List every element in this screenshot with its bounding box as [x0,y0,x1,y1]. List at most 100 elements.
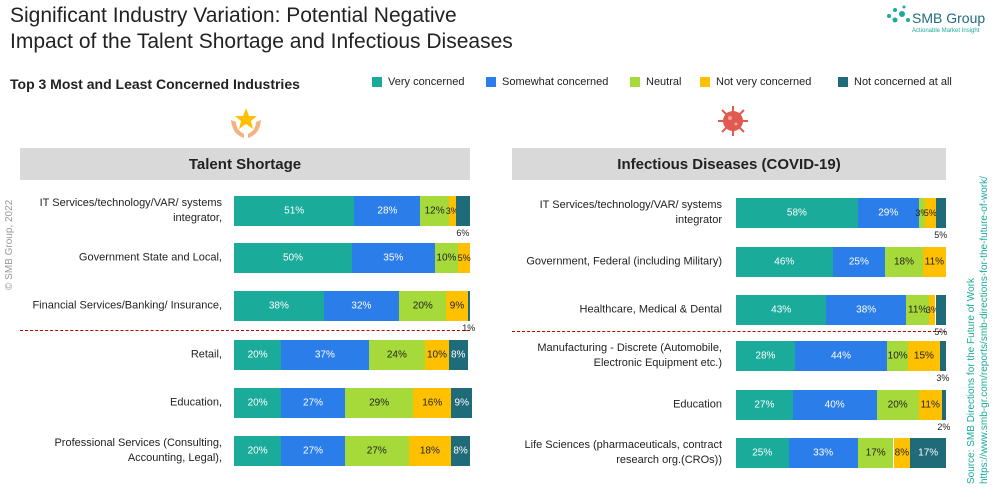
legend-label: Very concerned [388,76,465,88]
bar-segment [425,340,449,370]
bar-segment [399,291,447,321]
value-label: 10% [436,252,457,264]
value-label: 29% [878,207,899,219]
bar-segment [234,340,282,370]
value-label: 9% [449,300,465,312]
value-label: 28% [377,205,398,217]
bar-segment [451,436,470,466]
bar-segment [736,438,789,468]
category-label: Financial Services/Banking/ Insurance, [32,299,222,312]
bar-segment [922,247,946,277]
category-label: Education, [170,396,222,409]
bar-segment [910,438,946,468]
bar-segment [413,388,452,418]
value-label: 38% [268,300,289,312]
bar-segment [451,388,473,418]
bar-segment [939,341,946,371]
bar-segment [826,295,907,325]
value-label: 20% [247,349,268,361]
bar-segment [918,390,942,420]
bar-segment [935,295,946,325]
bar-segment [455,196,470,226]
category-label: IT Services/technology/VAR/ systems inte… [39,197,222,224]
bar-segment [906,295,930,325]
value-label: 29% [369,397,390,409]
value-label: 5% [934,230,948,240]
chart-title: Infectious Diseases (COVID-19) [512,148,946,180]
value-label: 18% [893,256,915,268]
value-label: 11% [908,304,928,316]
bar-segment [736,295,827,325]
divider [512,331,946,332]
bar-segment [448,340,468,370]
value-label: 43% [771,304,792,316]
value-label: 51% [284,205,305,217]
legend-swatch [630,77,640,87]
title-line: Significant Industry Variation: Potentia… [10,4,457,27]
value-label: 5% [457,253,471,263]
logo-mark [887,5,910,23]
category-label: Retail, [190,348,222,361]
bar-segment [323,291,400,321]
legend-item: Neutral [630,76,681,88]
logo-tagline: Actionable Market Insight [912,28,980,34]
category-label: Manufacturing - Discrete (Automobile, El… [537,342,722,369]
value-label: 17% [865,447,886,459]
legend-label: Not very concerned [716,76,812,88]
chart-title: Talent Shortage [20,148,470,180]
bar-segment [925,198,936,228]
bar-segment [887,341,909,371]
value-label: 1% [462,323,476,333]
bar-segment [876,390,919,420]
bar-segment [792,390,877,420]
talent-icon [231,108,261,138]
legend-item: Not very concerned [700,76,811,88]
value-label: 8% [450,349,466,361]
bar-segment [352,243,435,273]
value-label: 27% [303,397,324,409]
value-label: 28% [755,350,776,362]
value-label: 37% [314,349,335,361]
bar-segment [354,196,421,226]
bar-segment [234,436,282,466]
bar-segment [281,340,369,370]
legend-label: Somewhat concerned [502,76,609,88]
value-label: 16% [422,397,443,409]
legend-swatch [700,77,710,87]
bar-segment [408,436,452,466]
value-label: 3% [925,305,939,315]
value-label: 24% [386,349,407,361]
value-label: 5% [934,327,948,337]
bar-segment [908,341,940,371]
bar-segment [434,243,459,273]
legend-label: Neutral [646,76,682,88]
bar-segment [893,438,911,468]
copyright: © SMB Group, 2022 [4,199,15,290]
source: Source: SMB Directions for the Future of… [966,277,977,484]
bar-segment [448,196,456,226]
bar-segment [368,340,426,370]
value-label: 25% [752,447,773,459]
bar-segment [941,390,946,420]
legend-swatch [486,77,496,87]
value-label: 5% [923,208,937,218]
value-label: 10% [887,350,908,362]
legend-swatch [372,77,382,87]
legend-item: Very concerned [372,76,464,88]
bar-segment [344,388,414,418]
value-label: 3% [936,373,950,383]
value-label: 40% [824,399,845,411]
bar-segment [885,247,923,277]
value-label: 50% [282,252,304,264]
category-label: Government, Federal (including Military) [526,255,722,268]
value-label: 20% [247,397,268,409]
value-label: 25% [848,256,869,268]
bar-segment [281,388,345,418]
bar-segment [857,438,894,468]
bar-segment [857,198,919,228]
logo-name: SMB Group [912,10,986,26]
value-label: 44% [830,350,852,362]
bar-segment [736,341,795,371]
value-label: 12% [424,205,445,217]
